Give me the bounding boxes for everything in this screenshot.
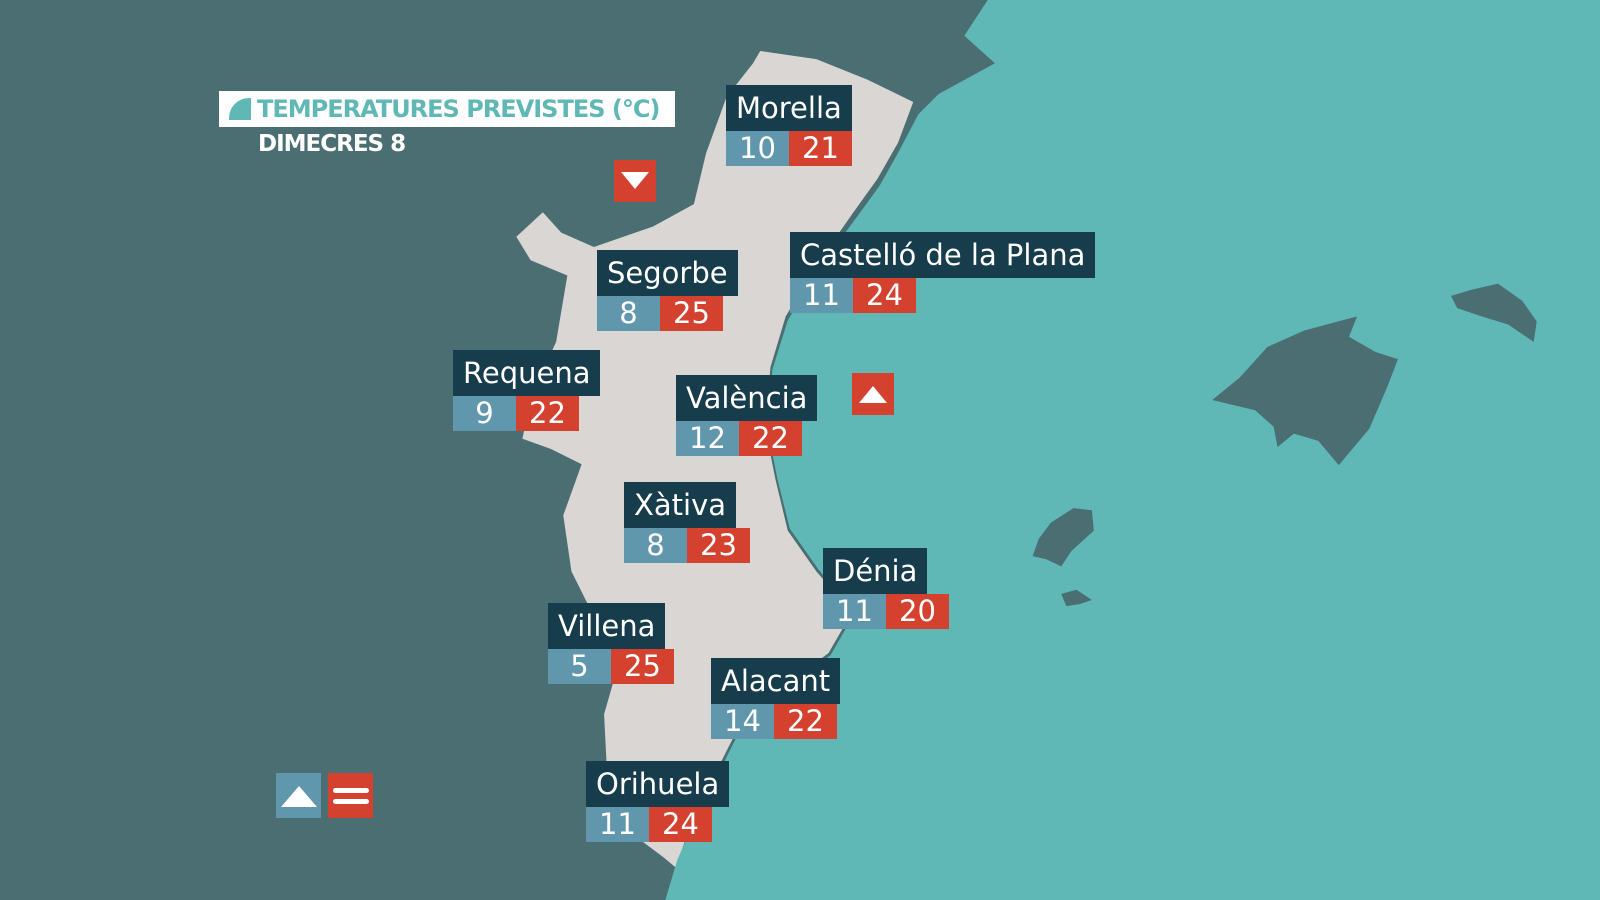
day-label: DIMECRES 8 bbox=[258, 131, 406, 157]
temperature-row: 9 22 bbox=[453, 396, 600, 431]
city-label: Orihuela 11 24 bbox=[586, 761, 730, 842]
min-temperature: 8 bbox=[597, 296, 660, 331]
arrow-down-icon bbox=[614, 160, 656, 202]
city-name: Xàtiva bbox=[624, 482, 736, 528]
sea bbox=[665, 0, 1600, 900]
max-temperature: 23 bbox=[687, 528, 750, 563]
max-temperature: 24 bbox=[649, 807, 712, 842]
city-label: Requena 9 22 bbox=[453, 350, 601, 431]
city-label: Alacant 14 22 bbox=[711, 658, 841, 739]
city-name: Requena bbox=[453, 350, 601, 396]
city-name: Dénia bbox=[823, 548, 928, 594]
max-temperature: 24 bbox=[853, 278, 916, 313]
logo-icon bbox=[229, 98, 251, 120]
min-temperature: 12 bbox=[676, 421, 739, 456]
city-label: Villena 5 25 bbox=[548, 603, 674, 684]
temperature-row: 5 25 bbox=[548, 649, 674, 684]
city-label: Morella 10 21 bbox=[726, 85, 852, 166]
island-formentera bbox=[1061, 589, 1092, 607]
city-name: Alacant bbox=[711, 658, 841, 704]
city-name: Segorbe bbox=[597, 250, 738, 296]
max-temperature: 20 bbox=[886, 594, 949, 629]
city-label: Segorbe 8 25 bbox=[597, 250, 738, 331]
max-temperature: 22 bbox=[774, 704, 837, 739]
city-label: València 12 22 bbox=[676, 375, 818, 456]
max-temperature: 25 bbox=[611, 649, 674, 684]
city-name: València bbox=[676, 375, 818, 421]
legend-equals-icon bbox=[328, 773, 373, 818]
min-temperature: 14 bbox=[711, 704, 774, 739]
max-temperature: 21 bbox=[789, 131, 852, 166]
city-label: Castelló de la Plana 11 24 bbox=[790, 232, 1096, 313]
legend-arrow-up-icon bbox=[276, 773, 321, 818]
max-temperature: 25 bbox=[660, 296, 723, 331]
arrow-up-icon bbox=[852, 373, 894, 415]
temperature-row: 11 24 bbox=[586, 807, 729, 842]
min-temperature: 11 bbox=[823, 594, 886, 629]
min-temperature: 5 bbox=[548, 649, 611, 684]
map-title: TEMPERATURES PREVISTES (°C) bbox=[219, 91, 675, 127]
temperature-row: 11 24 bbox=[790, 278, 1095, 313]
max-temperature: 22 bbox=[739, 421, 802, 456]
min-temperature: 9 bbox=[453, 396, 516, 431]
temperature-row: 11 20 bbox=[823, 594, 949, 629]
city-label: Xàtiva 8 23 bbox=[624, 482, 750, 563]
city-label: Dénia 11 20 bbox=[823, 548, 949, 629]
min-temperature: 10 bbox=[726, 131, 789, 166]
min-temperature: 8 bbox=[624, 528, 687, 563]
temperature-row: 8 25 bbox=[597, 296, 738, 331]
temperature-row: 12 22 bbox=[676, 421, 817, 456]
island-eivissa bbox=[1032, 508, 1094, 567]
island-mallorca bbox=[1212, 316, 1398, 466]
city-name: Orihuela bbox=[586, 761, 730, 807]
city-name: Villena bbox=[548, 603, 666, 649]
temperature-row: 14 22 bbox=[711, 704, 840, 739]
temperature-row: 8 23 bbox=[624, 528, 750, 563]
city-name: Morella bbox=[726, 85, 852, 131]
title-text: TEMPERATURES PREVISTES (°C) bbox=[257, 95, 660, 123]
city-name: Castelló de la Plana bbox=[790, 232, 1096, 278]
max-temperature: 22 bbox=[516, 396, 579, 431]
island-menorca bbox=[1451, 283, 1537, 342]
min-temperature: 11 bbox=[790, 278, 853, 313]
temperature-row: 10 21 bbox=[726, 131, 852, 166]
min-temperature: 11 bbox=[586, 807, 649, 842]
